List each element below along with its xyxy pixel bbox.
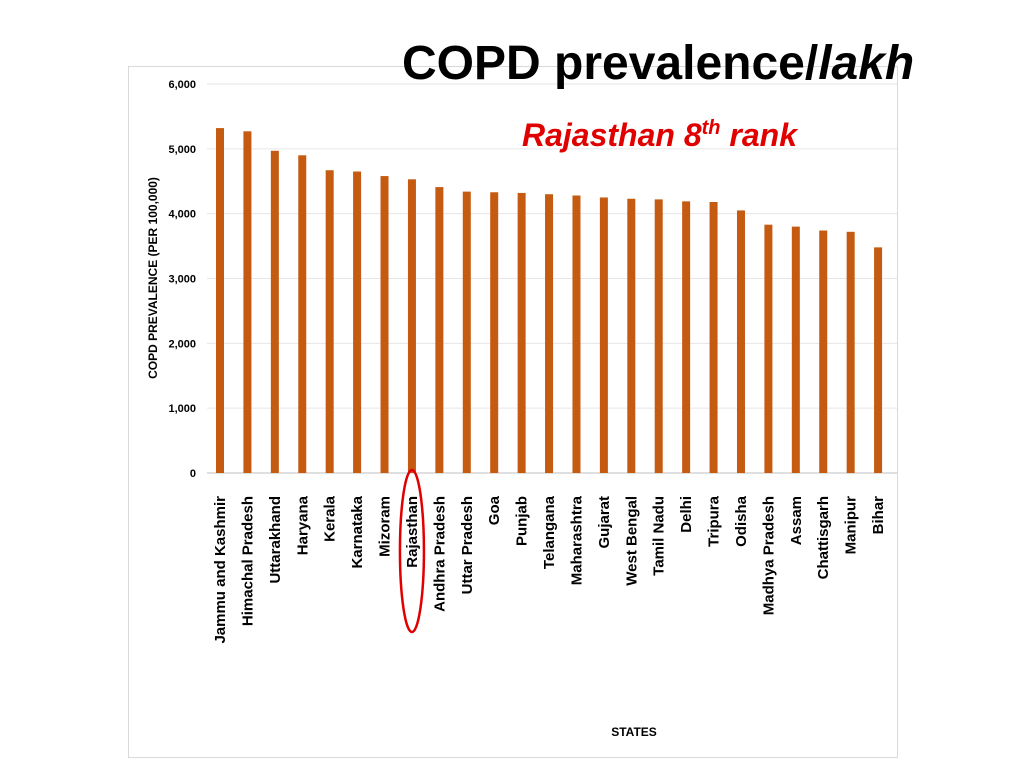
bar <box>791 226 800 473</box>
x-category-label: Bihar <box>870 496 887 535</box>
x-category-label: Assam <box>788 496 805 545</box>
bar <box>517 192 526 474</box>
y-tick-label: 4,000 <box>168 209 196 221</box>
x-category-label: Andhra Pradesh <box>431 496 448 612</box>
bar <box>764 224 773 473</box>
bar <box>599 197 608 474</box>
bar-series <box>216 128 883 474</box>
slide-title: COPD prevalence/lakh <box>402 40 914 88</box>
x-axis-title: STATES <box>611 725 657 739</box>
rank-highlight <box>398 468 426 634</box>
bar <box>216 128 224 473</box>
bar <box>462 191 471 473</box>
y-tick-label: 6,000 <box>168 79 196 91</box>
title-italic: lakh <box>818 37 915 90</box>
x-category-label: Himachal Pradesh <box>239 496 256 626</box>
bar <box>654 199 663 474</box>
y-tick-label: 1,000 <box>168 403 196 415</box>
x-axis-categories: Jammu and Kashmir Himachal Pradesh Uttarak… <box>212 495 887 643</box>
bar <box>325 170 334 473</box>
bar <box>435 187 444 473</box>
y-axis-title: COPD PREVALENCE (PER 100,000) <box>146 177 160 379</box>
subtitle-post: rank <box>720 117 797 153</box>
x-category-label: Madhya Pradesh <box>760 496 777 615</box>
x-category-label: Maharashtra <box>568 495 585 585</box>
x-category-label: West Bengal <box>623 496 640 586</box>
bar <box>682 201 691 473</box>
y-tick-label: 3,000 <box>168 274 196 286</box>
subtitle-sup: th <box>701 117 721 139</box>
x-category-label: Goa <box>486 495 503 525</box>
bar <box>353 171 362 473</box>
x-category-label: Jammu and Kashmir <box>212 496 229 644</box>
x-category-label: Tripura <box>706 495 723 547</box>
bar <box>736 210 745 474</box>
x-category-label: Tamil Nadu <box>651 496 668 576</box>
x-category-label: Uttarakhand <box>267 496 284 584</box>
subtitle-pre: Rajasthan 8 <box>522 117 702 153</box>
x-category-label: Kerala <box>322 495 339 542</box>
y-axis-ticks: 0 1,000 2,000 3,000 4,000 5,000 6,000 <box>168 79 196 480</box>
bar <box>709 201 718 473</box>
x-category-label: Chattisgarh <box>815 496 832 579</box>
x-category-label: Haryana <box>294 495 311 555</box>
bar <box>298 155 307 474</box>
bar <box>627 198 636 473</box>
x-category-label: Rajasthan <box>404 496 421 568</box>
highlight-ellipse <box>398 468 426 634</box>
x-category-label: Odisha <box>733 495 750 547</box>
title-main: COPD prevalence/ <box>402 37 819 90</box>
bar <box>819 230 828 473</box>
y-tick-label: 5,000 <box>168 144 196 156</box>
x-category-label: Uttar Pradesh <box>459 496 476 594</box>
bar <box>874 247 883 473</box>
slide-subtitle: Rajasthan 8th rank <box>522 118 797 151</box>
x-category-label: Karnataka <box>349 495 366 568</box>
x-category-label: Manipur <box>843 496 860 554</box>
x-category-label: Gujarat <box>596 496 613 549</box>
x-category-label: Delhi <box>678 496 695 533</box>
y-tick-label: 2,000 <box>168 338 196 350</box>
bar <box>380 176 389 473</box>
bar <box>572 195 581 473</box>
bar <box>490 192 499 473</box>
x-category-label: Telangana <box>541 495 558 569</box>
bar <box>545 194 554 473</box>
bar <box>407 179 416 473</box>
bar <box>270 150 279 474</box>
x-category-label: Punjab <box>514 496 531 546</box>
x-category-label: Mizoram <box>377 496 394 557</box>
y-tick-label: 0 <box>190 468 196 480</box>
bar <box>846 231 855 473</box>
bar <box>243 131 252 473</box>
